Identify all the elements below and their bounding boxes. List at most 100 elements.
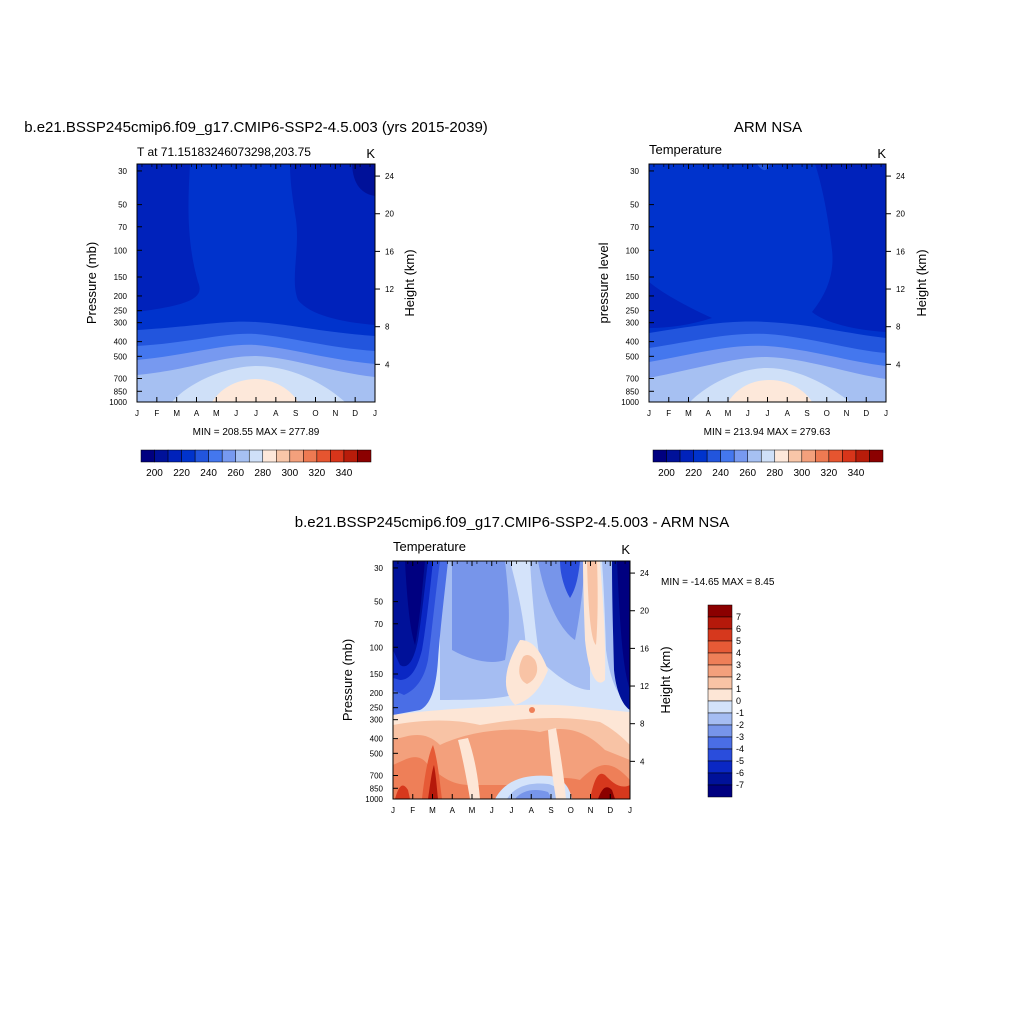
colorbar-label: -2 — [736, 720, 744, 730]
y-tick-label: 400 — [626, 338, 640, 347]
y-tick-label: 100 — [626, 246, 640, 255]
colorbar-swatch — [235, 449, 250, 463]
colorbar-label: 220 — [685, 468, 702, 479]
colorbar-swatch — [747, 449, 762, 463]
y-tick-label: 700 — [370, 771, 384, 780]
y-tick-label: 150 — [370, 670, 384, 679]
x-tick-label: N — [844, 409, 850, 418]
x-tick-label: J — [746, 409, 750, 418]
panel-2-ylabel: pressure level — [596, 242, 611, 323]
colorbar-swatch — [707, 700, 733, 714]
y-tick-label: 250 — [114, 307, 128, 316]
colorbar-label: 0 — [736, 696, 741, 706]
colorbar-label: 200 — [658, 468, 675, 479]
colorbar-swatch — [357, 449, 372, 463]
x-tick-label: S — [293, 409, 298, 418]
height-tick-label: 4 — [385, 360, 390, 369]
y-tick-label: 300 — [370, 716, 384, 725]
x-tick-label: M — [469, 806, 476, 815]
x-tick-label: J — [884, 409, 888, 418]
x-tick-label: J — [490, 806, 494, 815]
y-tick-label: 1000 — [621, 398, 639, 407]
y-tick-label: 400 — [370, 735, 384, 744]
colorbar-swatch — [652, 449, 667, 463]
colorbar-label: 240 — [712, 468, 729, 479]
colorbar-swatch — [774, 449, 789, 463]
height-tick-label: 8 — [896, 323, 901, 332]
panel-2-contours — [649, 164, 886, 402]
y-tick-label: 250 — [626, 307, 640, 316]
x-tick-label: M — [173, 409, 180, 418]
x-tick-label: D — [352, 409, 358, 418]
x-tick-label: F — [666, 409, 671, 418]
colorbar-label: 200 — [146, 468, 163, 479]
y-tick-label: 300 — [626, 319, 640, 328]
x-tick-label: A — [273, 409, 279, 418]
x-tick-label: M — [429, 806, 436, 815]
colorbar-swatch — [693, 449, 708, 463]
colorbar-label: 320 — [309, 468, 326, 479]
panel-3-contours — [393, 561, 630, 799]
y-tick-label: 200 — [114, 292, 128, 301]
y-tick-label: 30 — [630, 167, 639, 176]
colorbar-swatch — [706, 449, 721, 463]
x-tick-label: D — [863, 409, 869, 418]
x-tick-label: A — [706, 409, 712, 418]
panel-1-minmax: MIN = 208.55 MAX = 277.89 — [193, 427, 320, 438]
colorbar-swatch — [707, 748, 733, 762]
y-tick-label: 100 — [370, 643, 384, 652]
panel-3-variable: Temperature — [393, 539, 466, 554]
x-tick-label: D — [607, 806, 613, 815]
y-tick-label: 150 — [626, 273, 640, 282]
colorbar-swatch — [289, 449, 304, 463]
height-tick-label: 12 — [896, 285, 905, 294]
y-tick-label: 50 — [630, 201, 639, 210]
y-tick-label: 250 — [370, 704, 384, 713]
colorbar-swatch — [194, 449, 209, 463]
x-tick-label: N — [588, 806, 594, 815]
x-tick-label: O — [312, 409, 318, 418]
colorbar-swatch — [855, 449, 870, 463]
colorbar-swatch — [707, 760, 733, 774]
x-tick-label: J — [628, 806, 632, 815]
colorbar-swatch — [208, 449, 223, 463]
panel-3-ylabel-right: Height (km) — [658, 646, 673, 713]
height-tick-label: 20 — [896, 210, 905, 219]
colorbar-label: 1 — [736, 684, 741, 694]
height-tick-label: 4 — [640, 757, 645, 766]
colorbar-swatch — [343, 449, 358, 463]
y-tick-label: 850 — [114, 387, 128, 396]
height-tick-label: 24 — [640, 569, 649, 578]
panel-2-units: K — [877, 146, 886, 161]
colorbar-swatch — [707, 688, 733, 702]
x-tick-label: O — [568, 806, 574, 815]
x-tick-label: J — [135, 409, 139, 418]
panel-2-minmax: MIN = 213.94 MAX = 279.63 — [704, 427, 831, 438]
height-tick-label: 4 — [896, 360, 901, 369]
colorbar-label: 2 — [736, 672, 741, 682]
colorbar-swatch — [733, 449, 748, 463]
colorbar-swatch — [707, 664, 733, 678]
colorbar-label: 280 — [254, 468, 271, 479]
x-tick-label: J — [234, 409, 238, 418]
height-tick-label: 8 — [385, 323, 390, 332]
y-tick-label: 200 — [626, 292, 640, 301]
panel-3-colorbar: 7 6 5 4 3 2 1 0 -1 -2 -3 -4 -5 -6 -7 — [707, 604, 744, 798]
colorbar-label: -1 — [736, 708, 744, 718]
colorbar-label: 300 — [281, 468, 298, 479]
colorbar-swatch — [707, 724, 733, 738]
x-tick-label: A — [450, 806, 456, 815]
colorbar-swatch — [330, 449, 345, 463]
colorbar-swatch — [248, 449, 264, 463]
x-tick-label: J — [647, 409, 651, 418]
x-tick-label: F — [154, 409, 159, 418]
panel-diff: b.e21.BSSP245cmip6.f09_g17.CMIP6-SSP2-4.… — [295, 514, 775, 815]
y-tick-label: 30 — [118, 167, 127, 176]
height-tick-label: 20 — [640, 607, 649, 616]
colorbar-label: 6 — [736, 624, 741, 634]
y-tick-label: 500 — [370, 749, 384, 758]
colorbar-swatch — [707, 676, 733, 690]
x-tick-label: N — [332, 409, 338, 418]
panel-3-units: K — [621, 542, 630, 557]
